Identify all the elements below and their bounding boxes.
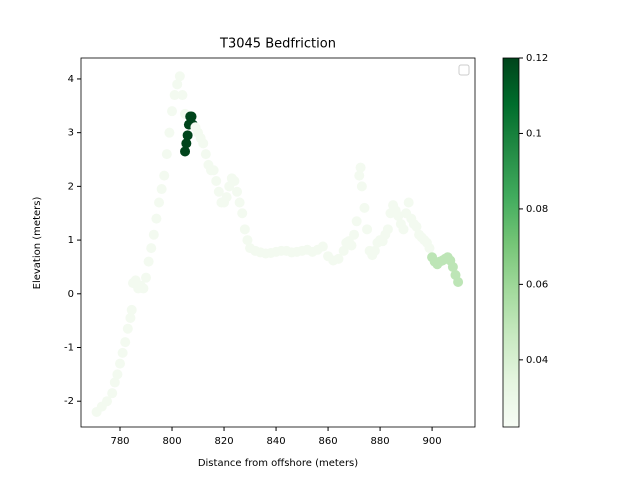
point [112, 369, 123, 380]
point [213, 186, 224, 197]
point [317, 241, 328, 252]
colorbar-tick-label: 0.04 [526, 355, 548, 366]
y-tick-label: 4 [68, 74, 74, 85]
point [182, 130, 193, 141]
point [161, 149, 172, 160]
point [141, 272, 152, 283]
point [346, 240, 357, 251]
x-tick-label: 780 [110, 436, 129, 447]
y-tick-label: 1 [68, 235, 74, 246]
point [398, 224, 409, 235]
point [109, 377, 120, 388]
point [107, 388, 118, 399]
point [338, 245, 349, 256]
point [154, 197, 165, 208]
point [221, 192, 232, 203]
point [355, 162, 366, 173]
y-tick-label: -2 [64, 396, 74, 407]
point [164, 127, 175, 138]
point [362, 224, 373, 235]
y-tick-label: -1 [64, 343, 74, 354]
y-axis-label: Elevation (meters) [32, 197, 43, 290]
point [174, 71, 185, 82]
point [146, 243, 157, 254]
y-tick-label: 3 [68, 128, 74, 139]
point [181, 138, 192, 149]
point [234, 197, 245, 208]
point [369, 245, 380, 256]
plot-area [91, 71, 464, 417]
y-tick-label: 0 [68, 289, 74, 300]
x-tick-label: 820 [214, 436, 233, 447]
point [242, 235, 253, 246]
point [125, 312, 136, 323]
point [403, 197, 414, 208]
legend [458, 64, 470, 76]
colorbar-tick-label: 0.12 [526, 53, 548, 64]
point [211, 176, 222, 186]
point [117, 347, 128, 358]
point [229, 176, 240, 186]
point [200, 149, 211, 160]
point [349, 229, 360, 240]
colorbar-tick-label: 0.08 [526, 204, 548, 215]
point [167, 106, 178, 117]
point [180, 146, 191, 157]
point [148, 229, 159, 240]
axes-frame [80, 57, 476, 428]
point [198, 138, 209, 149]
point [156, 184, 167, 195]
point [453, 276, 464, 287]
point [177, 90, 188, 101]
point [359, 202, 370, 213]
x-tick-label: 880 [371, 436, 390, 447]
x-tick-label: 840 [267, 436, 286, 447]
point [239, 224, 250, 235]
point [172, 79, 183, 90]
point [126, 304, 137, 315]
point [122, 323, 133, 334]
point [115, 358, 126, 369]
point [351, 216, 362, 227]
colorbar [502, 57, 520, 428]
x-axis-label: Distance from offshore (meters) [198, 458, 358, 469]
point [447, 261, 458, 272]
point [393, 210, 404, 221]
point [232, 186, 243, 197]
point [356, 181, 367, 192]
point [411, 221, 422, 232]
x-tick-label: 860 [319, 436, 338, 447]
point [138, 283, 149, 294]
point [169, 90, 180, 101]
point [120, 337, 131, 348]
point [143, 256, 154, 267]
chart-title: T3045 Bedfriction [219, 37, 336, 52]
point [424, 243, 435, 254]
colorbar-tick-label: 0.1 [526, 128, 542, 139]
point [354, 170, 365, 181]
y-tick-label: 2 [68, 181, 74, 192]
x-tick-label: 800 [162, 436, 181, 447]
point [237, 208, 248, 219]
point [333, 253, 344, 264]
point [102, 396, 113, 407]
point [208, 165, 219, 176]
point [382, 224, 393, 235]
point [159, 170, 170, 181]
point [151, 213, 162, 224]
x-tick-label: 900 [423, 436, 442, 447]
colorbar-tick-label: 0.06 [526, 279, 548, 290]
point [186, 111, 197, 122]
